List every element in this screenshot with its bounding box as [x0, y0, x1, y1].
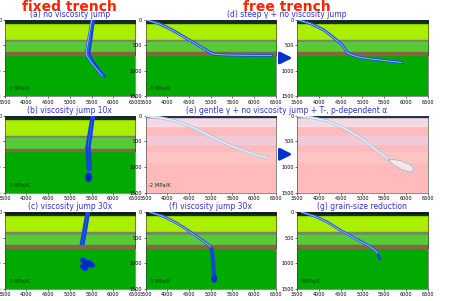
Text: (b) viscosity jump 10x: (b) viscosity jump 10x: [27, 106, 112, 115]
Polygon shape: [86, 173, 91, 182]
Text: -3 MPa/K: -3 MPa/K: [8, 182, 30, 187]
Text: (d) steep γ + no viscosity jump: (d) steep γ + no viscosity jump: [227, 10, 346, 19]
Polygon shape: [389, 160, 414, 172]
Polygon shape: [212, 275, 217, 282]
Text: (e) gentle γ + no viscosity jump + T-, p-dependent α: (e) gentle γ + no viscosity jump + T-, p…: [186, 106, 387, 115]
Polygon shape: [81, 258, 95, 271]
Text: -3 MPa/K: -3 MPa/K: [8, 86, 30, 91]
Text: -3 MPa/K: -3 MPa/K: [148, 278, 171, 283]
Text: -3 MPa/K: -3 MPa/K: [8, 278, 30, 283]
Text: -2 MPa/K: -2 MPa/K: [148, 182, 171, 187]
Text: -3MPa/K: -3MPa/K: [300, 278, 321, 283]
Text: (g) grain-size reduction: (g) grain-size reduction: [318, 202, 407, 211]
Text: free trench: free trench: [243, 0, 330, 14]
Text: (c) viscosity jump 30x: (c) viscosity jump 30x: [28, 202, 112, 211]
Text: (f) viscosity jump 30x: (f) viscosity jump 30x: [169, 202, 252, 211]
Text: -3 MPa/K: -3 MPa/K: [148, 86, 171, 91]
Text: (a) no viscosity jump: (a) no viscosity jump: [30, 10, 110, 19]
Text: fixed trench: fixed trench: [22, 0, 118, 14]
